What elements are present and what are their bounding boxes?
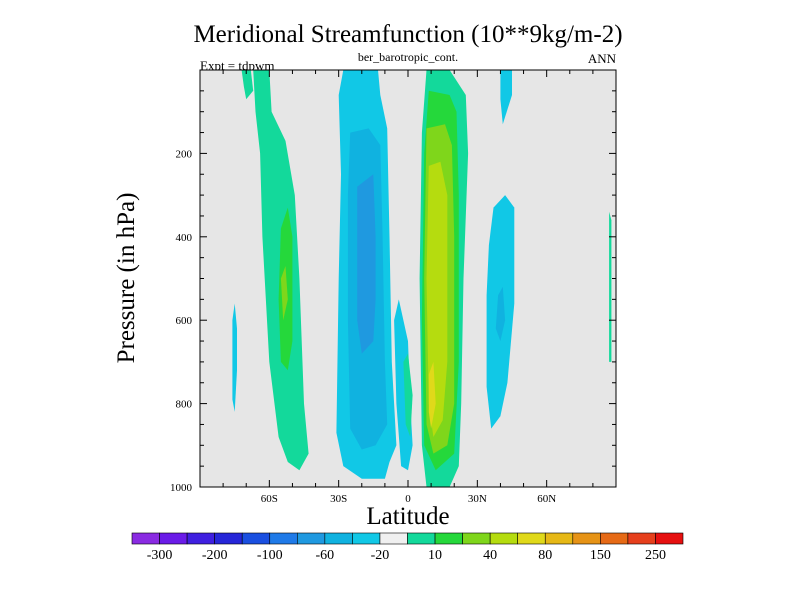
chart-subtitle: ber_barotropic_cont. [358,50,458,64]
colorbar-swatch [407,532,436,545]
colorbar-swatch [434,532,463,545]
colorbar-swatch [324,532,353,545]
colorbar-swatch [269,532,298,545]
colorbar-swatch [489,532,518,545]
y-tick-label: 1000 [170,482,193,494]
chart-title: Meridional Streamfunction (10**9kg/m-2) [193,21,622,48]
region-far-right-strip [609,211,612,362]
colorbar-label: -20 [371,548,390,563]
x-tick-label: 0 [405,493,411,505]
region-ne-blue [495,286,506,342]
colorbar-swatch [296,532,326,545]
region-nh-yellow-core [428,361,436,429]
region-ne-cyan-top [500,70,512,125]
x-tick-label: 60S [261,493,278,505]
colorbar-swatch [655,532,684,545]
y-axis-label: Pressure (in hPa) [113,193,140,364]
y-tick-label: 400 [176,232,193,244]
colorbar-swatch [462,532,491,545]
colorbar-label: -200 [202,548,228,563]
colorbar-swatch [214,532,243,545]
y-tick-label: 600 [176,315,193,327]
x-tick-label: 30N [468,493,487,505]
colorbar-swatch [131,532,160,545]
colorbar-swatch [627,532,656,545]
region-sh-blue-dark [357,174,376,354]
season-label: ANN [588,51,617,66]
colorbar-label: -100 [257,548,283,563]
plot-area [199,69,617,488]
colorbar-swatch [186,532,215,545]
colorbar-label: 250 [645,548,666,563]
colorbar-label: 40 [483,548,497,563]
x-tick-label: 60N [537,493,556,505]
colorbar-label: -60 [316,548,335,563]
region-sh-lime-core [280,266,288,321]
colorbar-swatch [600,532,629,545]
colorbar-swatch [379,532,408,545]
x-axis: 60S 30S 0 30N 60N [199,70,617,505]
colorbar-swatch [241,532,271,545]
region-sh-left-blob [232,303,237,412]
region-sh-isolated-left [241,70,254,100]
contour-regions [232,70,612,487]
colorbar-label: 150 [590,548,611,563]
region-eq-green [403,353,413,437]
y-tick-label: 200 [176,148,193,160]
x-axis-label: Latitude [366,503,449,530]
colorbar-swatch [572,532,601,545]
x-tick-label: 30S [330,493,347,505]
colorbar-label: 80 [538,548,552,563]
y-tick-label: 800 [176,399,193,411]
colorbar-label: -300 [147,548,173,563]
colorbar: -300 -200 -100 -60 -20 10 40 80 150 250 [131,532,684,563]
colorbar-swatch [159,532,188,545]
colorbar-swatch [544,532,574,545]
colorbar-swatch [517,532,546,545]
colorbar-label: 10 [428,548,442,563]
y-axis: 200 400 600 800 1000 [170,69,616,494]
colorbar-swatch [352,532,381,545]
experiment-label: Expt = tdpwm [200,58,275,73]
